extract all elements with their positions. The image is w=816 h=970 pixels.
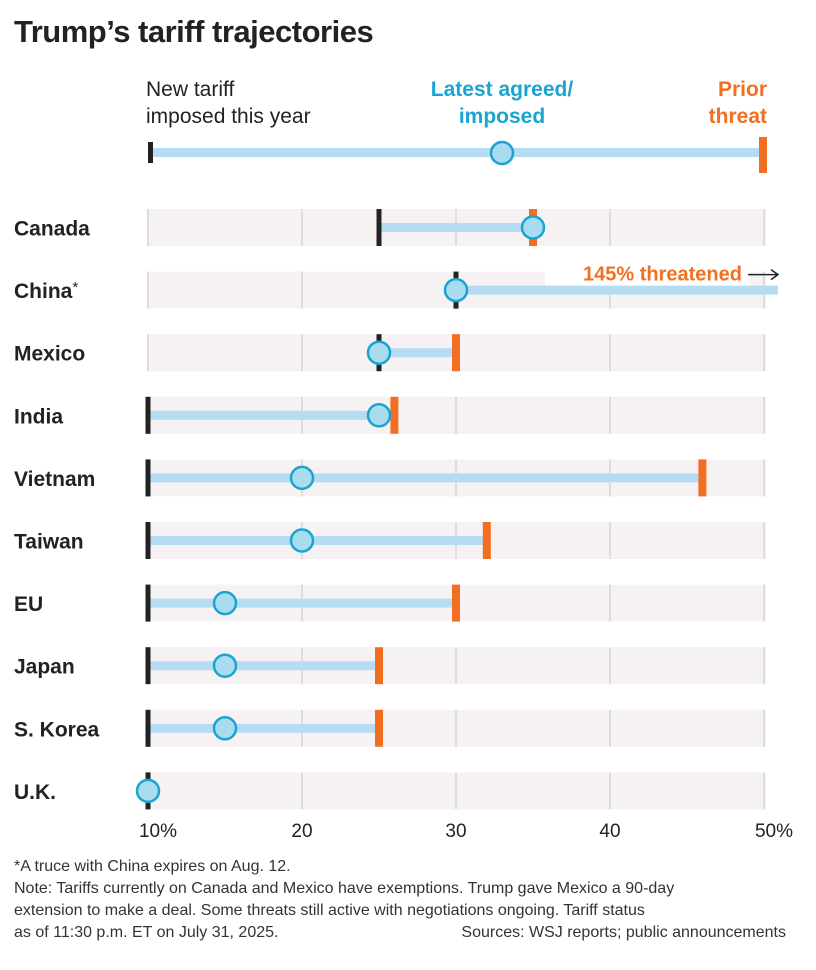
gridline bbox=[763, 209, 765, 246]
gridline bbox=[763, 709, 765, 747]
latest-marker bbox=[289, 528, 315, 553]
gridline bbox=[455, 647, 457, 685]
gridline bbox=[763, 396, 765, 434]
gridline bbox=[763, 647, 765, 685]
x-tick-label: 20 bbox=[291, 821, 312, 842]
threat-marker bbox=[452, 584, 460, 622]
x-tick-label: 50% bbox=[755, 821, 793, 842]
gridline bbox=[147, 334, 149, 372]
imposed-marker bbox=[376, 209, 382, 246]
legend-range-line bbox=[152, 148, 760, 157]
range-line bbox=[148, 723, 379, 733]
latest-marker bbox=[366, 340, 392, 365]
legend-imposed-label: New tariff bbox=[146, 78, 234, 101]
imposed-marker bbox=[145, 396, 151, 434]
latest-marker bbox=[212, 590, 238, 616]
imposed-marker bbox=[145, 647, 151, 685]
gridline bbox=[763, 584, 765, 622]
gridline bbox=[609, 334, 611, 372]
range-line bbox=[456, 285, 778, 295]
chart-title: Trump’s tariff trajectories bbox=[14, 14, 374, 49]
sources: Sources: WSJ reports; public announcemen… bbox=[461, 924, 786, 941]
x-tick-label: 40 bbox=[599, 821, 620, 842]
note-line: as of 11:30 p.m. ET on July 31, 2025. bbox=[14, 924, 279, 941]
gridline bbox=[301, 772, 303, 810]
imposed-marker bbox=[145, 522, 151, 559]
imposed-marker bbox=[145, 709, 151, 747]
legend-threat-label: Prior bbox=[718, 78, 767, 101]
latest-marker bbox=[289, 465, 315, 491]
imposed-marker bbox=[145, 459, 151, 497]
gridline bbox=[147, 271, 149, 309]
threat-marker bbox=[375, 709, 383, 747]
legend-imposed-marker bbox=[148, 142, 153, 163]
gridline bbox=[609, 709, 611, 747]
legend-latest-label: Latest agreed/ bbox=[431, 78, 574, 101]
gridline bbox=[455, 772, 457, 810]
gridline bbox=[609, 584, 611, 622]
country-label: China* bbox=[14, 279, 78, 303]
range-line bbox=[148, 473, 703, 483]
country-label: Vietnam bbox=[14, 468, 95, 491]
country-label: Mexico bbox=[14, 343, 85, 366]
range-line bbox=[148, 410, 395, 420]
latest-marker bbox=[135, 778, 161, 804]
legend-threat-marker bbox=[759, 137, 767, 173]
threat-marker bbox=[375, 647, 383, 685]
country-label: Canada bbox=[14, 218, 90, 241]
legend-imposed-label: imposed this year bbox=[146, 105, 311, 128]
gridline bbox=[763, 459, 765, 497]
threat-marker bbox=[698, 459, 707, 497]
gridline bbox=[609, 647, 611, 685]
x-tick-label: 10% bbox=[139, 821, 177, 842]
latest-marker bbox=[366, 403, 392, 428]
gridline bbox=[301, 334, 303, 372]
threat-marker bbox=[390, 396, 399, 434]
range-line bbox=[148, 536, 487, 545]
gridline bbox=[763, 334, 765, 372]
gridline bbox=[609, 772, 611, 810]
gridline bbox=[609, 209, 611, 246]
threat-marker bbox=[452, 334, 460, 372]
latest-marker bbox=[212, 653, 238, 678]
footnote: *A truce with China expires on Aug. 12. bbox=[14, 858, 291, 875]
country-label: U.K. bbox=[14, 781, 56, 804]
legend-latest-marker bbox=[489, 140, 515, 166]
imposed-marker bbox=[145, 584, 151, 622]
legend-latest-label: imposed bbox=[459, 105, 545, 128]
x-tick-label: 30 bbox=[445, 821, 466, 842]
gridline bbox=[609, 396, 611, 434]
country-label: EU bbox=[14, 593, 43, 616]
gridline bbox=[301, 209, 303, 246]
legend-threat-label: threat bbox=[709, 105, 767, 128]
gridline bbox=[147, 209, 149, 246]
gridline bbox=[763, 772, 765, 810]
note-line: Note: Tariffs currently on Canada and Me… bbox=[14, 880, 675, 897]
country-label: Taiwan bbox=[14, 531, 84, 554]
label-background bbox=[545, 259, 750, 286]
chart-svg: New tariff imposed this year Latest agreed… bbox=[14, 78, 793, 842]
latest-marker bbox=[520, 215, 546, 240]
country-label: India bbox=[14, 405, 63, 428]
range-line bbox=[148, 661, 379, 671]
threat-marker bbox=[482, 522, 491, 559]
gridline bbox=[301, 271, 303, 309]
country-label: S. Korea bbox=[14, 718, 100, 741]
country-label: Japan bbox=[14, 656, 75, 679]
range-line bbox=[148, 598, 456, 608]
gridline bbox=[455, 396, 457, 434]
latest-marker bbox=[212, 716, 238, 741]
arrow-right-icon bbox=[748, 268, 780, 281]
gridline bbox=[609, 522, 611, 559]
threat-label: 145% threatened bbox=[583, 264, 742, 286]
range-line bbox=[379, 223, 533, 232]
latest-marker bbox=[443, 277, 469, 303]
range-line bbox=[379, 348, 456, 358]
note-line: extension to make a deal. Some threats s… bbox=[14, 902, 645, 919]
gridline bbox=[763, 522, 765, 559]
gridline bbox=[455, 709, 457, 747]
